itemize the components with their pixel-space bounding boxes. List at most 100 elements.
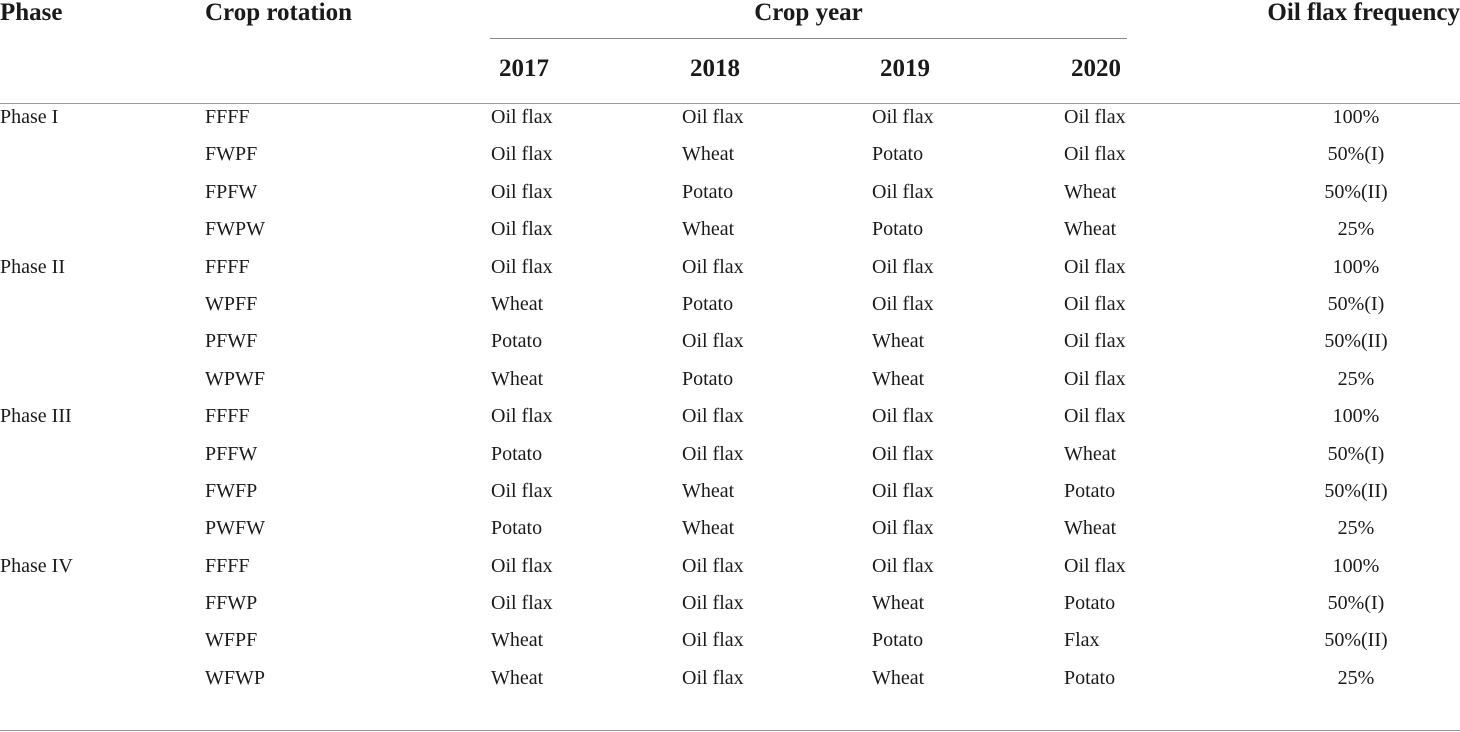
cell-2018: Oil flax <box>682 106 744 128</box>
cell-2020: Flax <box>1064 629 1100 652</box>
cell-crop-rotation: WFPF <box>205 629 258 652</box>
header-year-2017: 2017 <box>499 55 549 82</box>
cell-2019: Wheat <box>872 666 925 689</box>
cell-2019: Oil flax <box>872 554 934 577</box>
table-row: Phase III FFFF Oil flax Oil flax Oil flax Oil… <box>0 398 1460 435</box>
cell-2017: Oil flax <box>491 592 553 615</box>
table-row: FWPW Oil flax Wheat Potato Wheat 25% <box>0 211 1460 248</box>
cell-2017: Oil flax <box>491 180 553 203</box>
cell-oil-flax-frequency: 50%(I) <box>1327 143 1385 166</box>
cell-2017: Potato <box>491 517 543 540</box>
header-crop-year: Crop year <box>754 0 863 26</box>
cell-2018: Wheat <box>682 517 735 540</box>
cell-2017: Oil flax <box>491 479 553 502</box>
table-row: PFFW Potato Oil flax Oil flax Wheat 50%(I) <box>0 436 1460 473</box>
cell-oil-flax-frequency: 50%(I) <box>1327 592 1385 615</box>
cell-crop-rotation: PFWF <box>205 330 258 353</box>
table-row: FFWP Oil flax Oil flax Wheat Potato 50%(I) <box>0 585 1460 622</box>
cell-2019: Oil flax <box>872 442 934 465</box>
cell-oil-flax-frequency: 50%(II) <box>1324 180 1388 203</box>
cell-2020: Oil flax <box>1064 367 1126 390</box>
cell-2018: Oil flax <box>682 666 744 689</box>
cell-2020: Wheat <box>1064 218 1117 241</box>
table-row: WPWF Wheat Potato Wheat Oil flax 25% <box>0 361 1460 398</box>
cell-oil-flax-frequency: 50%(II) <box>1324 479 1388 502</box>
cell-2018: Oil flax <box>682 592 744 615</box>
cell-oil-flax-frequency: 100% <box>1332 405 1380 428</box>
cell-2018: Oil flax <box>682 554 744 577</box>
cell-2018: Potato <box>682 180 734 203</box>
cell-2019: Wheat <box>872 592 925 615</box>
cell-2019: Oil flax <box>872 517 934 540</box>
table-bottom-rule <box>0 730 1460 731</box>
cell-2018: Potato <box>682 367 734 390</box>
cell-crop-rotation: PFFW <box>205 442 258 465</box>
cell-2019: Potato <box>872 629 924 652</box>
header-crop-rotation: Crop rotation <box>205 0 352 26</box>
cell-oil-flax-frequency: 50%(II) <box>1324 629 1388 652</box>
cell-oil-flax-frequency: 25% <box>1337 517 1375 540</box>
table-row: PFWF Potato Oil flax Wheat Oil flax 50%(II) <box>0 323 1460 360</box>
cell-oil-flax-frequency: 50%(II) <box>1324 330 1388 353</box>
cell-2020: Oil flax <box>1064 106 1126 128</box>
header-oil-flax-frequency: Oil flax frequency <box>1267 0 1460 26</box>
cell-2019: Potato <box>872 143 924 166</box>
table-row: FPFW Oil flax Potato Oil flax Wheat 50%(II) <box>0 174 1460 211</box>
cell-2020: Oil flax <box>1064 554 1126 577</box>
cell-oil-flax-frequency: 25% <box>1337 367 1375 390</box>
cell-2018: Oil flax <box>682 255 744 278</box>
cell-2019: Oil flax <box>872 479 934 502</box>
cell-2017: Potato <box>491 442 543 465</box>
table-row: WFPF Wheat Oil flax Potato Flax 50%(II) <box>0 622 1460 659</box>
cell-2020: Wheat <box>1064 180 1117 203</box>
cell-crop-rotation: FFFF <box>205 106 250 128</box>
header-year-2018: 2018 <box>690 55 740 82</box>
cell-2018: Oil flax <box>682 330 744 353</box>
cell-2017: Wheat <box>491 629 544 652</box>
cell-2017: Oil flax <box>491 106 553 128</box>
cell-crop-rotation: FFFF <box>205 255 250 278</box>
cell-2018: Wheat <box>682 143 735 166</box>
cell-2020: Wheat <box>1064 517 1117 540</box>
header-year-2019: 2019 <box>880 55 930 82</box>
cell-2019: Wheat <box>872 367 925 390</box>
cell-2020: Oil flax <box>1064 330 1126 353</box>
cell-2018: Wheat <box>682 218 735 241</box>
crop-year-underline <box>490 38 1127 39</box>
cell-phase: Phase IV <box>0 554 73 577</box>
cell-crop-rotation: FFFF <box>205 554 250 577</box>
table-body: Phase I FFFF Oil flax Oil flax Oil flax Oil f… <box>0 106 1460 716</box>
cell-crop-rotation: PWFW <box>205 517 265 540</box>
cell-oil-flax-frequency: 100% <box>1332 106 1380 128</box>
cell-oil-flax-frequency: 50%(I) <box>1327 292 1385 315</box>
cell-oil-flax-frequency: 100% <box>1332 255 1380 278</box>
cell-2017: Wheat <box>491 367 544 390</box>
table-row: Phase I FFFF Oil flax Oil flax Oil flax Oil f… <box>0 99 1460 136</box>
header-year-2020: 2020 <box>1071 55 1121 82</box>
cell-2017: Oil flax <box>491 255 553 278</box>
cell-crop-rotation: FWPW <box>205 218 265 241</box>
cell-2020: Oil flax <box>1064 255 1126 278</box>
table-row: Phase IV FFFF Oil flax Oil flax Oil flax Oil … <box>0 548 1460 585</box>
cell-2017: Oil flax <box>491 554 553 577</box>
header-divider <box>0 103 1460 104</box>
cell-crop-rotation: FFWP <box>205 592 258 615</box>
cell-2018: Oil flax <box>682 442 744 465</box>
cell-2019: Oil flax <box>872 255 934 278</box>
cell-2017: Oil flax <box>491 405 553 428</box>
cell-2020: Potato <box>1064 666 1116 689</box>
cell-2019: Wheat <box>872 330 925 353</box>
cell-2020: Oil flax <box>1064 405 1126 428</box>
cell-2018: Wheat <box>682 479 735 502</box>
table-row: WFWP Wheat Oil flax Wheat Potato 25% <box>0 660 1460 697</box>
cell-2019: Potato <box>872 218 924 241</box>
cell-2017: Potato <box>491 330 543 353</box>
cell-2017: Oil flax <box>491 218 553 241</box>
cell-2018: Potato <box>682 292 734 315</box>
cell-2020: Oil flax <box>1064 292 1126 315</box>
header-phase: Phase <box>0 0 63 26</box>
cell-phase: Phase I <box>0 106 59 128</box>
cell-2019: Oil flax <box>872 292 934 315</box>
cell-crop-rotation: FWFP <box>205 479 258 502</box>
cell-phase: Phase II <box>0 255 65 278</box>
